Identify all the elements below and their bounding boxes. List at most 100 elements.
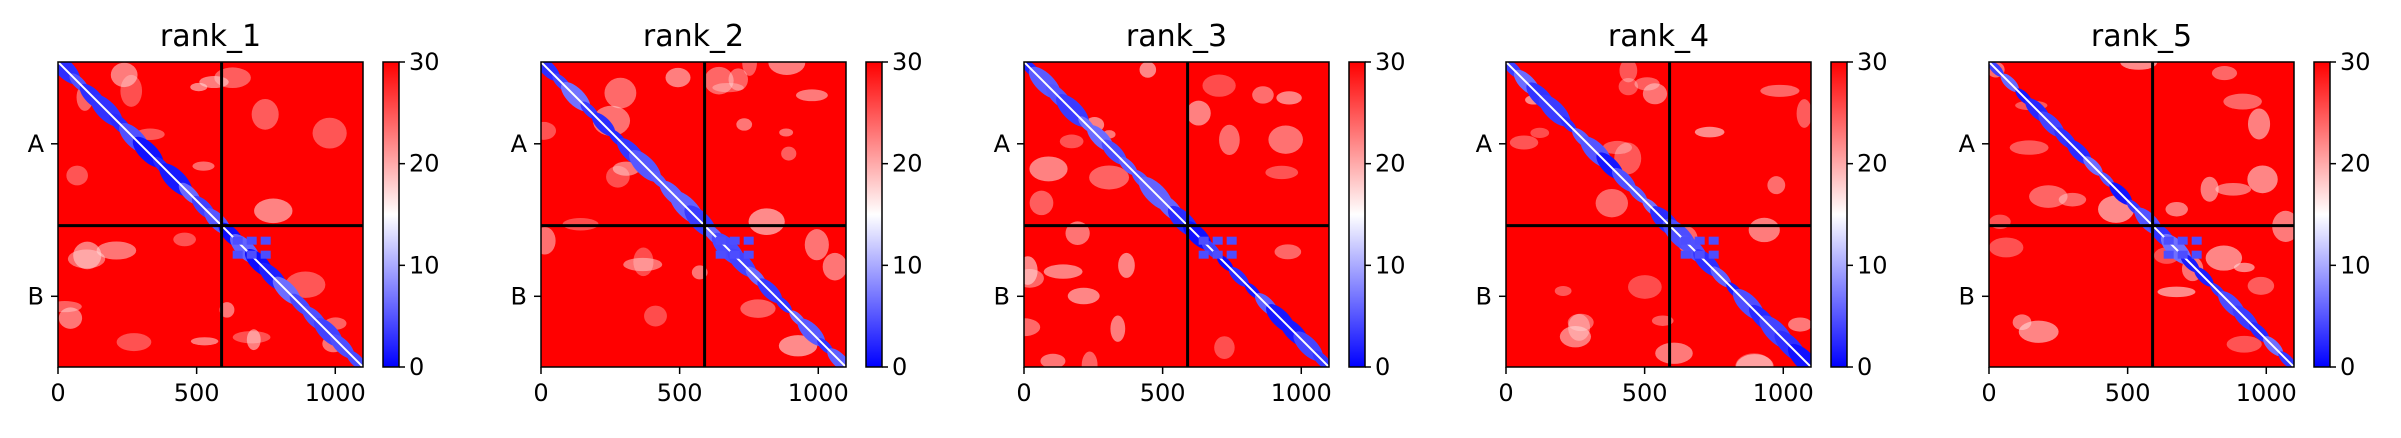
x-tick-label: 0 xyxy=(1981,379,1996,407)
heatmap-cell xyxy=(1139,62,1157,78)
chain-label-B: B xyxy=(994,282,1010,310)
heatmap-cell xyxy=(604,77,637,109)
colorbar-tick-label: 20 xyxy=(409,150,440,178)
heatmap-area xyxy=(1989,62,2294,367)
interface-cell xyxy=(1198,236,1209,245)
heatmap-cell xyxy=(541,121,557,140)
heatmap-cell xyxy=(1024,269,1044,288)
heatmap-cell xyxy=(1559,325,1591,348)
x-tick-label: 1000 xyxy=(305,379,366,407)
heatmap-cell xyxy=(742,62,757,76)
interface-cell xyxy=(232,250,243,259)
colorbar-tick-label: 0 xyxy=(892,353,907,381)
x-tick-label: 1000 xyxy=(788,379,849,407)
heatmap-cell xyxy=(2226,335,2262,353)
interface-cell xyxy=(1680,236,1691,245)
chain-label-A: A xyxy=(1959,130,1976,158)
heatmap-area xyxy=(1506,62,1811,367)
x-tick-label: 1000 xyxy=(1753,379,1814,407)
heatmap-cell xyxy=(246,329,261,351)
colorbar-tick-label: 30 xyxy=(892,48,923,76)
heatmap-cell xyxy=(1024,318,1041,337)
heatmap-cell xyxy=(704,66,734,95)
chain-label-A: A xyxy=(1476,130,1493,158)
heatmap-cell xyxy=(1628,275,1662,299)
heatmap-cell xyxy=(1089,165,1130,190)
heatmap-cell xyxy=(1554,285,1572,297)
heatmap-cell xyxy=(2200,176,2219,202)
heatmap-cell xyxy=(2233,262,2255,273)
interface-cell xyxy=(715,250,726,259)
heatmap-cell xyxy=(2009,140,2049,155)
interface-cell xyxy=(1198,250,1209,259)
interface-cell xyxy=(2163,250,2174,259)
axes-frame xyxy=(540,61,847,368)
x-tick-label: 0 xyxy=(1498,379,1513,407)
heatmap-cell xyxy=(1735,353,1773,367)
heatmap-panel-3: rank_3 0 500 1000 A B 0 10 20 30 xyxy=(994,19,1406,407)
heatmap-cell xyxy=(1694,126,1725,138)
axes-frame xyxy=(1023,61,1330,368)
heatmap-cell xyxy=(1202,74,1236,97)
heatmap-cell xyxy=(1110,315,1126,342)
heatmap-cell xyxy=(58,301,82,313)
heatmap-cell xyxy=(1760,84,1800,97)
heatmap-area xyxy=(541,62,846,367)
heatmap-panel-2: rank_2 0 500 1000 A B 0 10 20 30 xyxy=(511,19,923,407)
interface-cell xyxy=(232,236,243,245)
heatmap-cell xyxy=(1043,264,1083,279)
diagonal-line xyxy=(1989,62,2294,367)
heatmap-cell xyxy=(804,229,829,261)
interface-cell xyxy=(1694,236,1705,245)
interface-cell xyxy=(2163,236,2174,245)
panel-title: rank_2 xyxy=(643,19,744,54)
heatmap-cell xyxy=(1024,256,1038,285)
heatmap-cell xyxy=(58,307,83,329)
interface-cell xyxy=(246,236,257,245)
heatmap-cell xyxy=(2223,93,2262,110)
heatmap-cell xyxy=(2247,276,2275,295)
panel-title: rank_3 xyxy=(1126,19,1227,54)
colorbar-tick-label: 10 xyxy=(2340,251,2371,279)
heatmap-cell xyxy=(1059,134,1084,149)
x-tick-label: 1000 xyxy=(1271,379,1332,407)
heatmap-cell xyxy=(1614,142,1642,175)
x-tick-label: 500 xyxy=(657,379,703,407)
heatmap-cell xyxy=(1788,317,1811,332)
heatmap-cell xyxy=(2029,185,2068,208)
heatmap-cell xyxy=(192,161,215,171)
colorbar-tick-label: 30 xyxy=(409,48,440,76)
heatmap-cell xyxy=(736,118,753,131)
colorbar xyxy=(865,61,883,368)
heatmap-cell xyxy=(1029,190,1054,216)
heatmap-cell xyxy=(2215,182,2252,196)
interface-cell xyxy=(1694,250,1705,259)
heatmap-cell xyxy=(1252,86,1274,104)
x-tick-label: 500 xyxy=(174,379,220,407)
heatmap-cell xyxy=(1619,62,1638,83)
heatmap-cell xyxy=(66,165,88,186)
heatmap-area xyxy=(58,62,363,367)
interface-cell xyxy=(1708,236,1719,245)
heatmap-cell xyxy=(251,98,279,130)
interface-cell xyxy=(260,236,271,245)
heatmap-cell xyxy=(2058,192,2087,207)
heatmap-cell xyxy=(778,335,818,357)
heatmap-cell xyxy=(1509,135,1539,150)
colorbar xyxy=(2313,61,2331,368)
heatmap-cell xyxy=(1276,91,1302,105)
heatmap-cell xyxy=(1219,124,1240,156)
interface-cell xyxy=(2177,236,2188,245)
heatmap-panel-5: rank_5 0 500 1000 A B 0 10 20 30 xyxy=(1959,19,2371,407)
heatmap-cell xyxy=(2247,108,2271,140)
heatmap-cell xyxy=(2120,62,2158,70)
axes-frame xyxy=(57,61,364,368)
heatmap-cell xyxy=(96,241,137,260)
interface-cell xyxy=(1226,236,1237,245)
interface-cell xyxy=(2191,236,2202,245)
heatmap-cell xyxy=(748,208,785,235)
heatmap-cell xyxy=(116,333,152,352)
chain-label-B: B xyxy=(1959,282,1975,310)
colorbar-tick-label: 0 xyxy=(409,353,424,381)
